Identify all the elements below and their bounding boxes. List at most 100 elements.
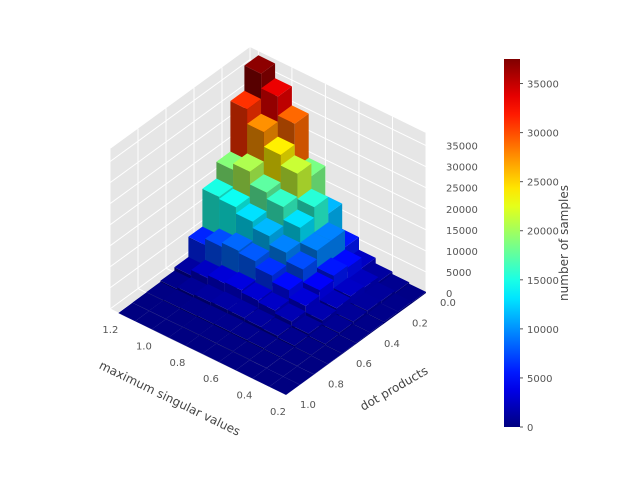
bar-face [151, 329, 169, 338]
colorbar-tick-label: 5000 [527, 374, 552, 385]
bar-face [146, 281, 178, 301]
bar-face [188, 226, 220, 245]
bar-face [185, 345, 203, 354]
bar-face [255, 257, 287, 276]
x-tick-label: 0.2 [270, 407, 286, 418]
bar-face [266, 188, 298, 208]
bar-face [135, 321, 152, 330]
x-tick-label: 0.4 [237, 391, 253, 402]
bar-face [230, 321, 261, 340]
bar-face [168, 337, 186, 346]
bar-face [308, 325, 340, 345]
colorbar-bar [504, 59, 520, 427]
z-tick-label: 5000 [446, 268, 471, 279]
colorbar-tick-label: 30000 [527, 129, 559, 140]
bar-face [249, 174, 281, 193]
bar-face [275, 303, 306, 322]
bar-face [151, 319, 183, 338]
bar-face [286, 384, 300, 395]
bar-face [213, 313, 245, 332]
bar-face [277, 105, 309, 124]
z-tick-label: 0 [446, 289, 452, 300]
bar-face [244, 55, 276, 74]
bar-face [300, 232, 331, 251]
bar-face [247, 330, 278, 349]
bar-face [216, 332, 247, 352]
bar-face [277, 327, 309, 346]
bar-face [252, 368, 284, 387]
bar-face [266, 358, 298, 377]
bar-face [280, 347, 312, 366]
bar-face [168, 327, 200, 346]
bar-face [319, 289, 351, 309]
bar-face [241, 282, 273, 301]
bar-face [227, 299, 259, 318]
bar-face [219, 362, 236, 371]
bar-face [283, 209, 315, 228]
bar-face [272, 271, 303, 291]
bar-face [263, 338, 295, 358]
bar-face [261, 317, 292, 336]
colorbar-label: number of samples [557, 185, 571, 301]
bar-face [353, 314, 384, 333]
bar-face [269, 386, 286, 395]
z-tick-label: 25000 [446, 184, 478, 195]
bar-face [149, 300, 180, 319]
bar-face [311, 345, 342, 364]
bar-face [202, 178, 234, 197]
bar-face [247, 113, 278, 133]
x-tick-label: 1.0 [136, 341, 152, 352]
y-tick-label: 0.0 [440, 298, 456, 309]
bar-face [305, 302, 337, 321]
colorbar-tick-label: 15000 [527, 276, 559, 287]
bar-face [263, 136, 295, 155]
bar-face [210, 291, 242, 310]
bar-face [322, 314, 354, 333]
bar-face [233, 341, 264, 360]
bar-face [252, 217, 284, 237]
bar-face [314, 364, 328, 375]
bar-face [269, 376, 300, 395]
z-tick-label: 20000 [446, 205, 478, 216]
bar-face [367, 303, 398, 322]
grid-line [109, 59, 427, 163]
bar-face [219, 188, 250, 208]
bar-face [165, 308, 197, 327]
z-tick-label: 35000 [446, 142, 478, 153]
bar-face [328, 353, 342, 365]
bar-face [269, 234, 301, 253]
bar-face [412, 291, 426, 304]
z-tick-label: 30000 [446, 163, 478, 174]
tick-layer: 1.2 1.0 0.8 0.6 0.4 0.2 0.0 0.2 0.4 0.6 0.8 1.0 0 500… [102, 142, 477, 418]
bar-face [238, 242, 270, 262]
bar-face [258, 292, 289, 311]
bar-face [317, 257, 348, 276]
bar-face [118, 313, 136, 322]
bar-face [160, 270, 192, 289]
bar-face [185, 335, 217, 354]
bar-face [339, 324, 370, 343]
bar-face [191, 259, 222, 279]
bar-face [233, 153, 264, 172]
colorbar-tick-label: 10000 [527, 325, 559, 336]
bar-face [182, 316, 214, 335]
bar-face [135, 311, 166, 330]
bar-face [235, 203, 267, 222]
colorbar-tick-label: 20000 [527, 227, 559, 238]
bar [269, 376, 300, 395]
bar-face [325, 335, 356, 354]
y-axis-label: dot products [358, 364, 431, 414]
x-tick-label: 0.6 [203, 374, 219, 385]
bar-face [224, 271, 256, 291]
bar-face [336, 303, 368, 322]
x-tick-label: 1.2 [102, 325, 118, 336]
bar-face [252, 378, 270, 387]
bar-face [314, 222, 345, 241]
colorbar-tick-label: 25000 [527, 178, 559, 189]
bar-face [300, 374, 314, 385]
bar-face [297, 188, 329, 208]
x-tick-label: 0.8 [169, 358, 185, 369]
bar-face [291, 315, 323, 334]
